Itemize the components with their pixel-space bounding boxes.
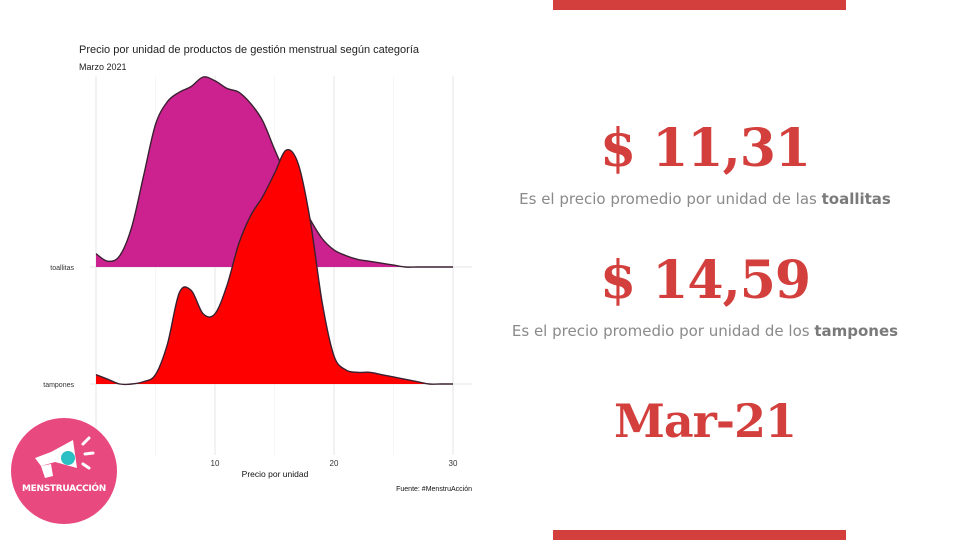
category-labels: toallitas tampones bbox=[43, 265, 74, 389]
x-tick-label: 20 bbox=[330, 459, 339, 468]
top-accent-bar bbox=[553, 0, 846, 10]
stat-desc-prefix: Es el precio promedio por unidad de las bbox=[519, 190, 822, 208]
source-note: Fuente: #MenstruAcción bbox=[396, 486, 472, 493]
stat-desc-toallitas: Es el precio promedio por unidad de las … bbox=[480, 190, 930, 208]
chart-title: Precio por unidad de productos de gestió… bbox=[79, 44, 420, 56]
stat-desc-bold: toallitas bbox=[821, 190, 891, 208]
ridge-line-tampones bbox=[95, 148, 453, 386]
stat-value-tampones: $ 14,59 bbox=[599, 250, 811, 311]
ridge-line-toallitas bbox=[95, 76, 453, 268]
category-label: tampones bbox=[43, 382, 74, 389]
bottom-accent-bar bbox=[553, 530, 846, 540]
ridges bbox=[95, 76, 453, 386]
ridgeline-chart: Precio por unidad de productos de gestió… bbox=[43, 44, 472, 493]
date-label: Mar-21 bbox=[613, 394, 797, 448]
megaphone-icon bbox=[35, 436, 95, 478]
logo-text: MENSTRUACCIÓN bbox=[21, 484, 107, 494]
x-tick-label: 30 bbox=[449, 459, 458, 468]
x-tick-labels: 10 20 30 bbox=[211, 459, 458, 468]
stat-desc-bold: tampones bbox=[814, 322, 899, 340]
x-axis-label: Precio por unidad bbox=[242, 469, 309, 479]
stat-value-toallitas: $ 11,31 bbox=[599, 118, 811, 179]
chart-subtitle: Marzo 2021 bbox=[79, 62, 127, 72]
category-label: toallitas bbox=[50, 265, 74, 272]
ridge-area-tampones bbox=[96, 149, 453, 385]
stat-desc-prefix: Es el precio promedio por unidad de los bbox=[511, 322, 815, 340]
menstruaccion-logo: MENSTRUACCIÓN bbox=[11, 418, 117, 524]
stat-desc-tampones: Es el precio promedio por unidad de los … bbox=[480, 322, 930, 340]
x-tick-label: 10 bbox=[211, 459, 220, 468]
